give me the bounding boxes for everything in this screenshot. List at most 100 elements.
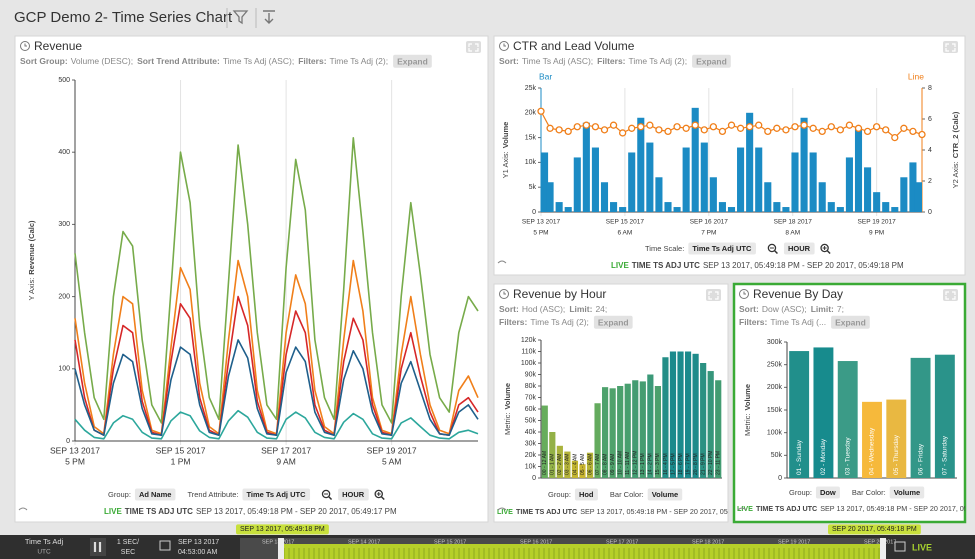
y-tick-label: 5k: [529, 184, 537, 191]
live-button[interactable]: LIVE: [912, 542, 932, 552]
control-box[interactable]: [574, 488, 598, 501]
zoom-level[interactable]: HOUR: [788, 244, 811, 253]
category-label: 08 - 8 AM: [602, 454, 608, 475]
meta-label: Limit:: [569, 304, 592, 314]
calendar-icon[interactable]: [159, 540, 171, 551]
control-box[interactable]: [134, 488, 176, 501]
timeline-date-tick: SEP 19 2017: [778, 539, 810, 545]
meta-value: 24;: [595, 304, 607, 314]
control-value[interactable]: Time Ts Adj UTC: [246, 490, 306, 499]
bar: [541, 152, 549, 212]
speed-label[interactable]: SEC: [121, 549, 135, 556]
y-tick-label: 250k: [767, 362, 783, 369]
filter-button[interactable]: [232, 10, 249, 25]
zoom-in-button[interactable]: [374, 489, 385, 501]
range-handle[interactable]: [880, 538, 886, 559]
timeline-date-tick: SEP 15 2017: [434, 539, 466, 545]
expand-link[interactable]: Expand: [835, 317, 866, 327]
pause-button[interactable]: [90, 538, 106, 556]
y-tick-label: 400: [58, 149, 70, 156]
zoom-out-button[interactable]: [321, 489, 333, 501]
axis-title: Y Axis: Revenue (Calc): [27, 220, 36, 300]
bar: [773, 202, 781, 212]
y-tick-label: 10k: [525, 463, 537, 470]
panel: Revenue Sort Group: Volume (DESC); Sort Tre…: [18, 39, 481, 516]
download-icon: [263, 10, 275, 24]
expand-link[interactable]: Expand: [598, 317, 629, 327]
range-handle[interactable]: [278, 538, 284, 559]
control-box[interactable]: [242, 488, 311, 501]
zoom-box[interactable]: [338, 488, 369, 501]
y-tick-label: 110k: [521, 348, 536, 355]
bar: [654, 386, 661, 478]
line-marker: [755, 121, 763, 129]
expand-bg[interactable]: [593, 315, 633, 329]
x-tick-label: SEP 17 2017: [261, 445, 311, 455]
timeline-range[interactable]: [282, 544, 882, 559]
expand-panel-bg: [466, 41, 481, 53]
bar: [637, 117, 645, 212]
zoom-out-button[interactable]: [767, 243, 778, 255]
control-value[interactable]: Time Ts Adj UTC: [692, 244, 752, 253]
download-button[interactable]: [263, 10, 275, 24]
panel-meta: Filters: Time Ts Adj (2);: [499, 317, 589, 327]
category-label: 19 - 7 PM: [685, 453, 691, 475]
zoom-box[interactable]: [783, 242, 815, 255]
category-label: 18 - 6 PM: [678, 453, 684, 475]
lens-handle: [328, 496, 333, 501]
bar: [628, 152, 636, 212]
y-tick-label: 80k: [525, 383, 537, 390]
zoom-in-button[interactable]: [820, 243, 831, 255]
panel-title: Revenue: [34, 39, 82, 53]
expand-link[interactable]: Expand: [696, 56, 727, 66]
y-tick-label: 40k: [525, 429, 537, 436]
control-box[interactable]: [889, 486, 925, 499]
y-tick-label: 200: [58, 293, 70, 300]
control-value[interactable]: Volume: [894, 488, 921, 497]
control-value[interactable]: Volume: [652, 490, 679, 499]
bar: [691, 107, 699, 212]
speed-label[interactable]: 1 SEC/: [117, 539, 139, 546]
line-marker: [882, 126, 890, 134]
category-label: 10 - 10 AM: [618, 451, 624, 475]
bar: [700, 142, 708, 212]
expand-panel-button[interactable]: [943, 41, 958, 53]
expand-panel-button[interactable]: [706, 289, 721, 301]
category-label: 05 - 5 AM: [580, 454, 586, 475]
lens: [374, 489, 383, 499]
y-tick-label: 30k: [525, 440, 537, 447]
expand-bg[interactable]: [831, 315, 870, 329]
category-label: 02 - 2 AM: [557, 454, 563, 475]
bar: [556, 445, 563, 478]
axis-title: Y2 Axis: CTR_2 (Calc): [951, 111, 960, 188]
expand-panel-button[interactable]: [466, 41, 481, 53]
x-tick-label: 5 PM: [65, 456, 85, 466]
control-value[interactable]: Ad Name: [139, 490, 172, 499]
bar: [782, 207, 790, 212]
bar: [655, 177, 663, 212]
category-label: 21 - 9 PM: [700, 453, 706, 475]
bar: [909, 162, 917, 212]
line-marker: [727, 121, 736, 129]
y-tick-label: 4: [928, 147, 932, 154]
zoom-level[interactable]: HOUR: [342, 490, 365, 499]
meta-value: Time Ts Adj (ASC);: [522, 56, 593, 66]
bar: [669, 351, 677, 478]
expand-link[interactable]: Expand: [397, 56, 428, 66]
control-value[interactable]: Hod: [579, 490, 594, 499]
control-box[interactable]: [815, 486, 840, 499]
expand-panel-button[interactable]: [943, 289, 958, 301]
calendar-icon[interactable]: [894, 541, 906, 552]
meta-label: Sort:: [499, 56, 519, 66]
clock-hand: [503, 43, 506, 47]
panel-meta: Sort: Time Ts Adj (ASC); Filters: Time Ts A…: [499, 56, 687, 66]
control-box[interactable]: [647, 488, 683, 501]
bar: [707, 371, 714, 478]
expand-bg[interactable]: [692, 54, 731, 68]
line-marker: [845, 121, 854, 129]
x-tick-label: SEP 15 2017: [156, 445, 206, 455]
control-value[interactable]: Dow: [820, 488, 836, 497]
clock-hand: [24, 43, 27, 47]
expand-bg[interactable]: [393, 54, 432, 68]
control-box[interactable]: [688, 242, 756, 255]
